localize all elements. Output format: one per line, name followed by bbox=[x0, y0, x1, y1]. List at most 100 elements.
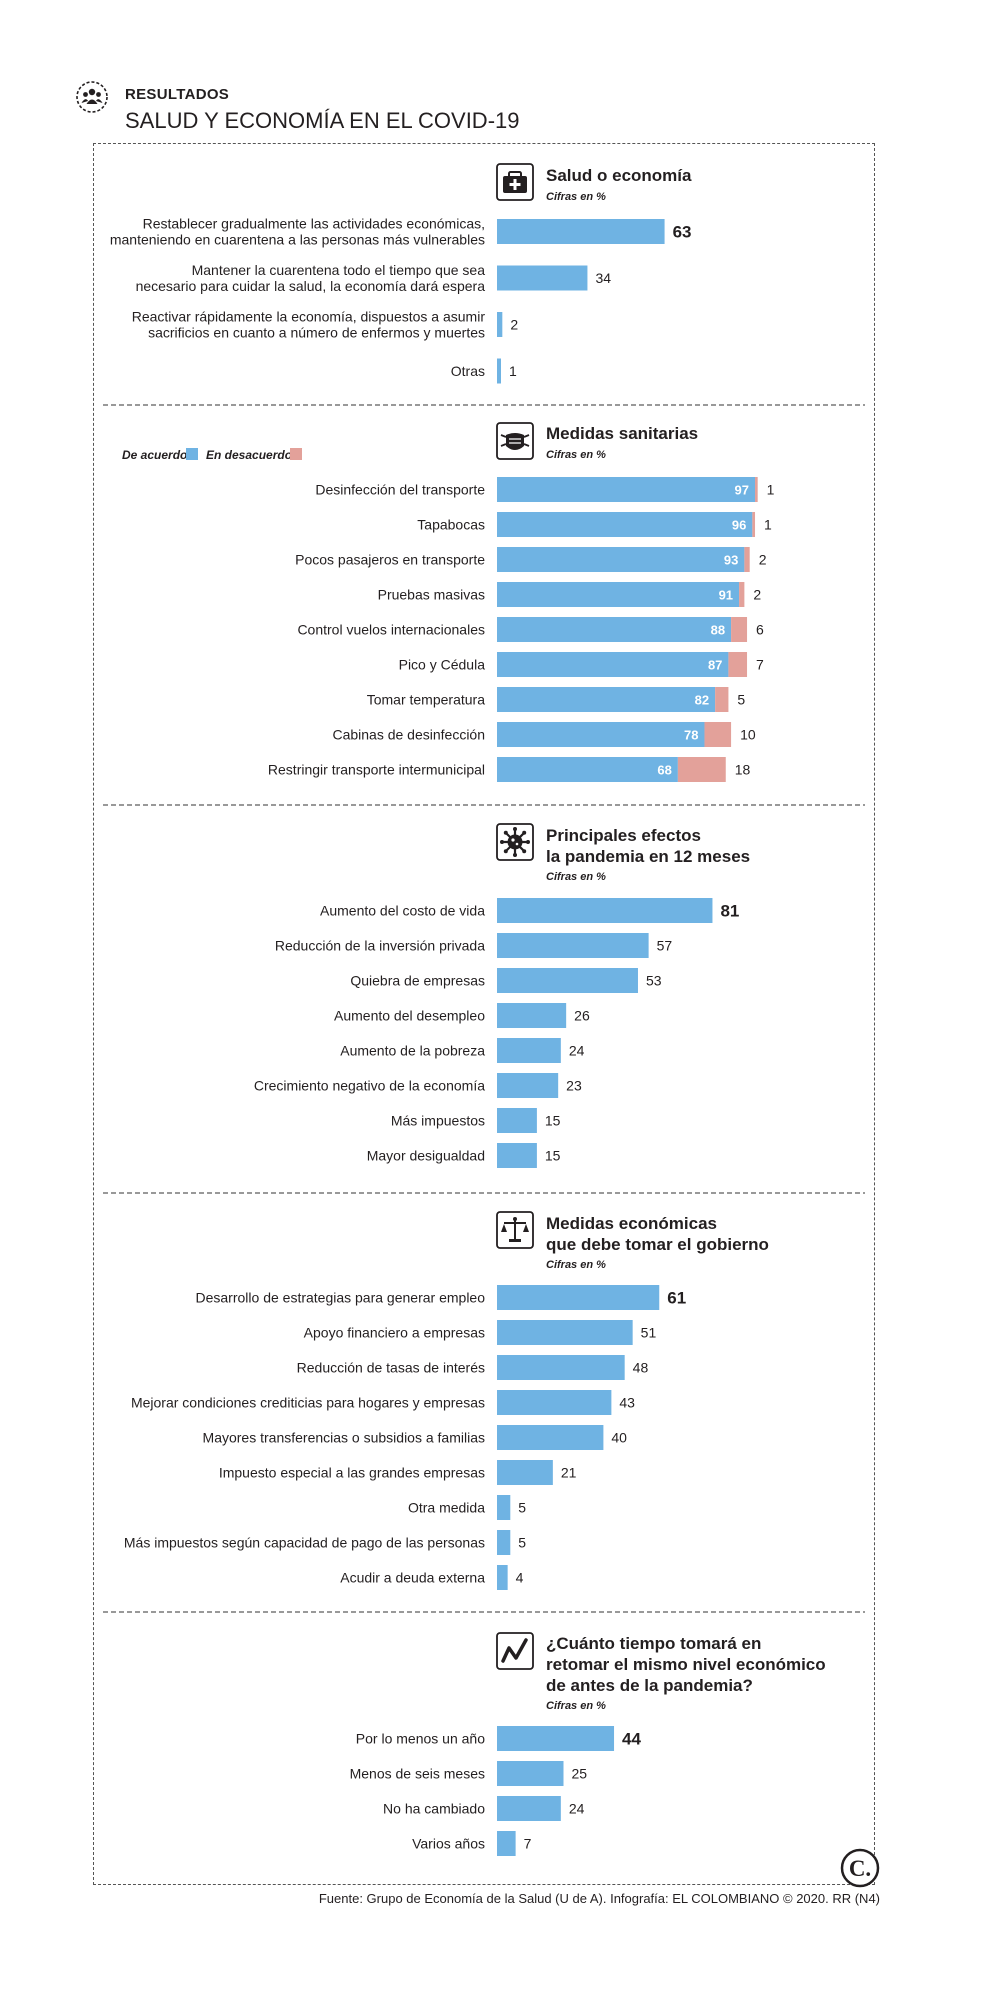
bar-value: 43 bbox=[619, 1395, 635, 1411]
bar-value: 25 bbox=[572, 1766, 588, 1782]
chart-title: de antes de la pandemia? bbox=[546, 1676, 753, 1695]
bar-value: 24 bbox=[569, 1043, 585, 1059]
category-label: Mayores transferencias o subsidios a fam… bbox=[203, 1430, 485, 1446]
category-label: necesario para cuidar la salud, la econo… bbox=[136, 278, 486, 294]
category-label: Reducción de la inversión privada bbox=[275, 938, 485, 954]
scale-icon bbox=[496, 1211, 534, 1249]
bar-agree bbox=[497, 722, 705, 747]
category-label: Pico y Cédula bbox=[399, 657, 486, 673]
bar-value-disagree: 2 bbox=[759, 552, 767, 568]
bar bbox=[497, 1108, 537, 1133]
bar-value-agree: 97 bbox=[735, 483, 749, 498]
bar-value: 24 bbox=[569, 1801, 585, 1817]
legend-swatch bbox=[186, 448, 198, 460]
medical-kit-icon bbox=[496, 163, 534, 201]
legend: De acuerdo En desacuerdo bbox=[122, 448, 302, 462]
category-label: No ha cambiado bbox=[383, 1801, 485, 1817]
category-label: Más impuestos bbox=[391, 1113, 485, 1129]
mask-icon bbox=[496, 422, 534, 460]
bar bbox=[497, 1320, 633, 1345]
bar-value: 5 bbox=[518, 1500, 526, 1516]
bar-value-disagree: 2 bbox=[753, 587, 761, 603]
category-label: Tomar temperatura bbox=[367, 692, 485, 708]
category-label: Desinfección del transporte bbox=[315, 482, 485, 498]
bar bbox=[497, 1831, 516, 1856]
chart-subtitle: Cifras en % bbox=[546, 191, 606, 203]
category-label: Tapabocas bbox=[417, 517, 485, 533]
chart-subtitle: Cifras en % bbox=[546, 1259, 606, 1271]
chart-title: la pandemia en 12 meses bbox=[546, 847, 750, 866]
bar-value-disagree: 10 bbox=[740, 727, 756, 743]
bar bbox=[497, 1285, 660, 1310]
bar-disagree bbox=[744, 547, 750, 572]
bar-value-disagree: 6 bbox=[756, 622, 764, 638]
category-label: Apoyo financiero a empresas bbox=[304, 1325, 485, 1341]
category-label: Control vuelos internacionales bbox=[297, 622, 485, 638]
category-label: manteniendo en cuarentena a las personas… bbox=[110, 232, 485, 248]
bar-agree bbox=[497, 687, 716, 712]
bar-value: 53 bbox=[646, 973, 662, 989]
bar-agree bbox=[497, 477, 756, 502]
bar-value-agree: 91 bbox=[719, 588, 733, 603]
bar-agree bbox=[497, 617, 732, 642]
bar-value: 63 bbox=[673, 223, 692, 242]
bar-value-agree: 93 bbox=[724, 553, 738, 568]
category-label: Crecimiento negativo de la economía bbox=[254, 1078, 485, 1094]
category-label: Acudir a deuda externa bbox=[340, 1570, 485, 1586]
bar-value-agree: 68 bbox=[657, 763, 671, 778]
bar-disagree bbox=[677, 757, 726, 782]
bar-value-agree: 87 bbox=[708, 658, 722, 673]
bar-agree bbox=[497, 582, 740, 607]
bar-value-disagree: 1 bbox=[767, 482, 775, 498]
chart-title: Salud o economía bbox=[546, 166, 692, 185]
bar-agree bbox=[497, 652, 729, 677]
bar bbox=[497, 219, 665, 244]
chart-subtitle: Cifras en % bbox=[546, 449, 606, 461]
bar-agree bbox=[497, 547, 745, 572]
bar-value: 61 bbox=[667, 1289, 686, 1308]
bar-value: 57 bbox=[657, 938, 673, 954]
bar-value: 51 bbox=[641, 1325, 657, 1341]
bar-disagree bbox=[715, 687, 729, 712]
bar-value-agree: 78 bbox=[684, 728, 698, 743]
bar bbox=[497, 1796, 561, 1821]
chart-frame bbox=[93, 143, 875, 1885]
category-label: Otra medida bbox=[408, 1500, 485, 1516]
bar bbox=[497, 1003, 567, 1028]
bar bbox=[497, 968, 638, 993]
bar-value: 5 bbox=[518, 1535, 526, 1551]
page-title: SALUD Y ECONOMÍA EN EL COVID-19 bbox=[125, 108, 520, 133]
bar bbox=[497, 1565, 508, 1590]
trend-icon bbox=[496, 1632, 534, 1670]
category-label: Mejorar condiciones crediticias para hog… bbox=[131, 1395, 485, 1411]
bar-value: 40 bbox=[611, 1430, 627, 1446]
logo-text: C. bbox=[849, 1856, 871, 1881]
bar bbox=[497, 312, 503, 337]
bar bbox=[497, 933, 649, 958]
category-label: Desarrollo de estrategias para generar e… bbox=[196, 1290, 486, 1306]
chart-subtitle: Cifras en % bbox=[546, 1700, 606, 1712]
category-label: Mantener la cuarentena todo el tiempo qu… bbox=[192, 262, 486, 278]
bar-value: 34 bbox=[595, 270, 611, 286]
legend-label: En desacuerdo bbox=[206, 448, 292, 462]
bar bbox=[497, 1460, 553, 1485]
bar-disagree bbox=[704, 722, 732, 747]
bar-disagree bbox=[755, 477, 758, 502]
bar bbox=[497, 1073, 559, 1098]
bar-disagree bbox=[728, 652, 748, 677]
category-label: Reducción de tasas de interés bbox=[297, 1360, 485, 1376]
bar-value: 2 bbox=[510, 317, 518, 333]
category-label: sacrificios en cuanto a número de enferm… bbox=[148, 325, 485, 341]
bar bbox=[497, 1355, 625, 1380]
category-label: Aumento del costo de vida bbox=[320, 903, 485, 919]
category-label: Pruebas masivas bbox=[378, 587, 485, 603]
bar-agree bbox=[497, 512, 753, 537]
chart-title: retomar el mismo nivel económico bbox=[546, 1655, 826, 1674]
bar-value: 15 bbox=[545, 1148, 561, 1164]
legend-swatch bbox=[290, 448, 302, 460]
bars-layer: Restablecer gradualmente las actividades… bbox=[110, 216, 775, 1856]
chart-title: Principales efectos bbox=[546, 826, 701, 845]
category-label: Mayor desigualdad bbox=[367, 1148, 485, 1164]
category-label: Más impuestos según capacidad de pago de… bbox=[124, 1535, 485, 1551]
